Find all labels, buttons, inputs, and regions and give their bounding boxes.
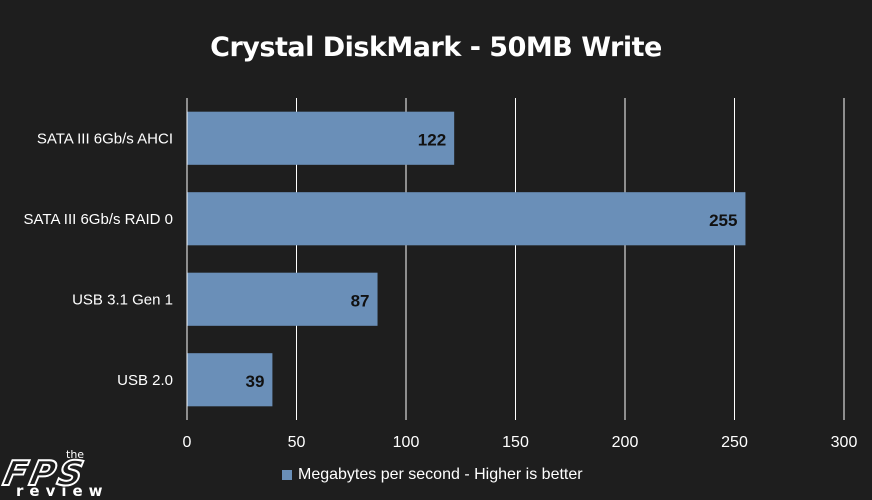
category-label-1: SATA III 6Gb/s RAID 0: [24, 211, 174, 228]
legend: Megabytes per second - Higher is better: [282, 466, 583, 484]
x-tick-label-300: 300: [831, 434, 858, 451]
logo-review: review: [16, 482, 109, 500]
fps-review-logo: the FPS review: [0, 448, 154, 500]
data-label-0: 122: [418, 130, 446, 149]
x-tick-label-50: 50: [288, 434, 306, 451]
logo-the: the: [66, 448, 85, 461]
x-tick-label-250: 250: [721, 434, 748, 451]
bar-3: [187, 353, 273, 407]
category-label-2: USB 3.1 Gen 1: [72, 291, 173, 308]
data-label-1: 255: [709, 211, 737, 230]
chart-title: Crystal DiskMark - 50MB Write: [210, 32, 662, 63]
data-label-2: 87: [351, 291, 370, 310]
x-tick-label-150: 150: [502, 434, 529, 451]
category-label-0: SATA III 6Gb/s AHCI: [37, 130, 173, 147]
bar-2: [187, 272, 378, 326]
x-tick-label-0: 0: [183, 434, 192, 451]
x-tick-label-200: 200: [612, 434, 639, 451]
bar-1: [187, 192, 746, 246]
data-label-3: 39: [245, 372, 264, 391]
legend-swatch: [282, 470, 292, 480]
category-label-3: USB 2.0: [117, 372, 173, 389]
bar-0: [187, 111, 455, 165]
x-tick-label-100: 100: [393, 434, 420, 451]
legend-label: Megabytes per second - Higher is better: [298, 466, 583, 483]
